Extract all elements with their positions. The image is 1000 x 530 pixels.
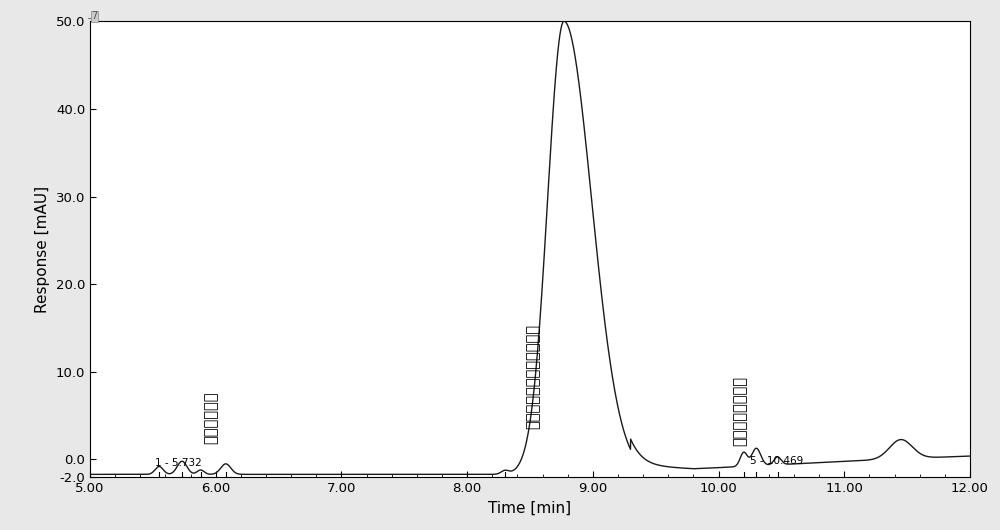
Text: 邻氯苯甘氨酸甲酩酒石酸盐: 邻氯苯甘氨酸甲酩酒石酸盐 [525, 324, 540, 429]
Text: 7: 7 [91, 12, 98, 21]
X-axis label: Time [min]: Time [min] [488, 500, 572, 515]
Text: 1 - 5.732: 1 - 5.732 [155, 457, 202, 467]
Text: 间氯苯甘氨酸甲酩: 间氯苯甘氨酸甲酩 [732, 376, 747, 446]
Y-axis label: Response [mAU]: Response [mAU] [35, 186, 50, 313]
Text: 苯甘氨酸甲酩: 苯甘氨酸甲酩 [203, 391, 218, 444]
Text: 5 - 10.469: 5 - 10.469 [750, 456, 803, 466]
